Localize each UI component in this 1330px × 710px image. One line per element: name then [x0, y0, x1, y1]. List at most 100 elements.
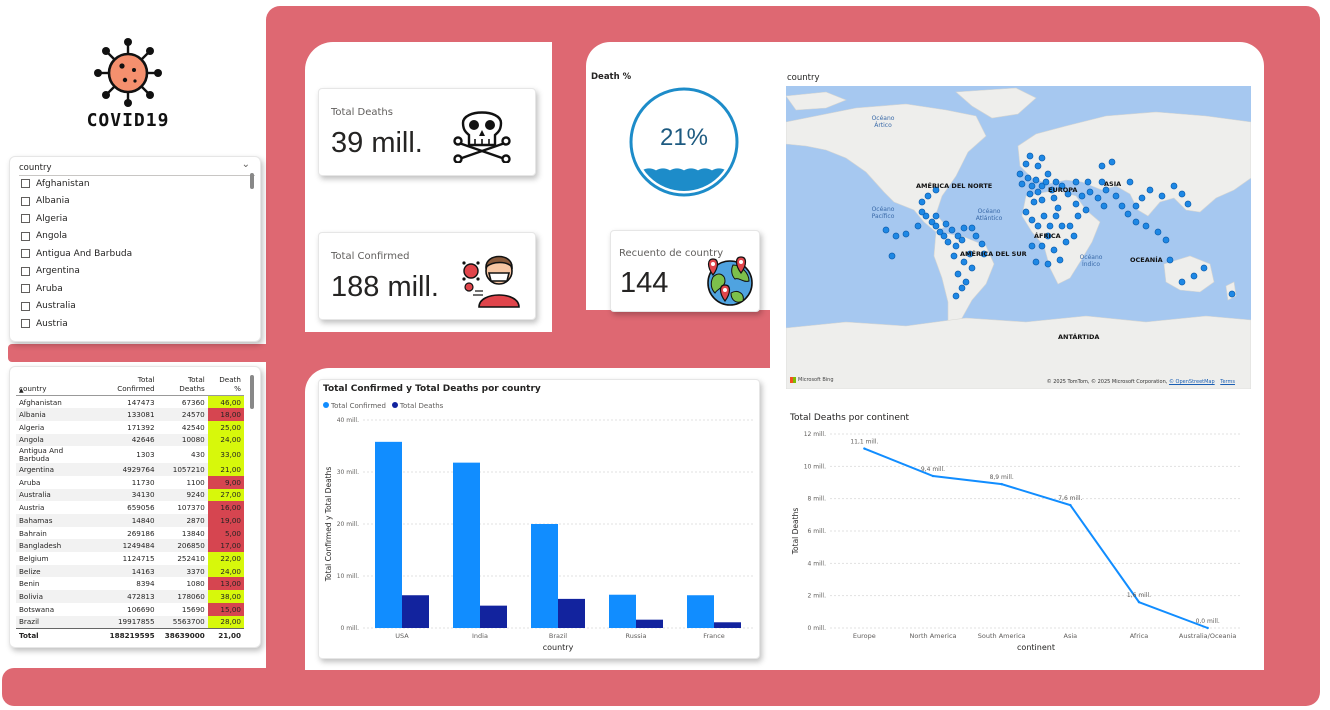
- table-row[interactable]: Brazil 19917855 5563700 28,00: [16, 615, 244, 629]
- map-point[interactable]: [954, 270, 962, 278]
- table-row[interactable]: Bangladesh 1249484 206850 17,00: [16, 539, 244, 553]
- map-point[interactable]: [1146, 186, 1154, 194]
- map-point[interactable]: [1032, 258, 1040, 266]
- map-point[interactable]: [1038, 196, 1046, 204]
- slicer-item[interactable]: Albania: [21, 193, 249, 211]
- table-row[interactable]: Angola 42646 10080 24,00: [16, 433, 244, 447]
- map-point[interactable]: [1072, 178, 1080, 186]
- map-point[interactable]: [952, 242, 960, 250]
- map-point[interactable]: [960, 258, 968, 266]
- slicer-item[interactable]: Aruba: [21, 280, 249, 298]
- table-row[interactable]: Bolivia 472813 178060 38,00: [16, 590, 244, 603]
- map-point[interactable]: [1142, 222, 1150, 230]
- table-row[interactable]: Bahamas 14840 2870 19,00: [16, 514, 244, 527]
- map-point[interactable]: [1118, 202, 1126, 210]
- map-point[interactable]: [968, 264, 976, 272]
- map-point[interactable]: [1178, 190, 1186, 198]
- checkbox[interactable]: [21, 231, 30, 241]
- column-header-country[interactable]: country: [16, 373, 97, 396]
- map-point[interactable]: [1038, 242, 1046, 250]
- table-row[interactable]: Albania 133081 24570 18,00: [16, 408, 244, 421]
- table-row[interactable]: Afghanistan 147473 67360 46,00: [16, 395, 244, 409]
- map-point[interactable]: [1028, 242, 1036, 250]
- map-point[interactable]: [1190, 272, 1198, 280]
- map-point[interactable]: [1022, 160, 1030, 168]
- slicer-list[interactable]: Afghanistan Albania Algeria Angola Antig…: [21, 175, 249, 339]
- map-point[interactable]: [1184, 200, 1192, 208]
- map-point[interactable]: [1200, 264, 1208, 272]
- map-point[interactable]: [978, 240, 986, 248]
- map-point[interactable]: [972, 232, 980, 240]
- slicer-scrollbar[interactable]: [250, 173, 254, 189]
- map-point[interactable]: [1038, 182, 1046, 190]
- map-point[interactable]: [958, 284, 966, 292]
- map-point[interactable]: [1098, 162, 1106, 170]
- map-point[interactable]: [1034, 188, 1042, 196]
- map-point[interactable]: [1108, 158, 1116, 166]
- map-point[interactable]: [922, 212, 930, 220]
- map-point[interactable]: [1138, 194, 1146, 202]
- map-point[interactable]: [1094, 194, 1102, 202]
- map-point[interactable]: [962, 278, 970, 286]
- map-point[interactable]: [1098, 178, 1106, 186]
- map-point[interactable]: [1056, 256, 1064, 264]
- map-point[interactable]: [902, 230, 910, 238]
- slicer-item[interactable]: Antigua And Barbuda: [21, 245, 249, 263]
- map-point[interactable]: [1028, 216, 1036, 224]
- table-row[interactable]: Austria 659056 107370 16,00: [16, 501, 244, 514]
- map-point[interactable]: [928, 218, 936, 226]
- map-point[interactable]: [1170, 182, 1178, 190]
- map-point[interactable]: [882, 226, 890, 234]
- map-point[interactable]: [944, 238, 952, 246]
- map-point[interactable]: [888, 252, 896, 260]
- map-point[interactable]: [980, 250, 988, 258]
- map-point[interactable]: [1024, 174, 1032, 182]
- map-point[interactable]: [1166, 256, 1174, 264]
- country-table[interactable]: country Total Confirmed Total Deaths Dea…: [9, 366, 261, 648]
- map-point[interactable]: [960, 224, 968, 232]
- map-graphic[interactable]: [786, 86, 1251, 389]
- chevron-down-icon[interactable]: ⌄: [241, 159, 250, 170]
- checkbox[interactable]: [21, 249, 30, 259]
- map-point[interactable]: [1028, 182, 1036, 190]
- table-row[interactable]: Benin 8394 1080 13,00: [16, 577, 244, 591]
- checkbox[interactable]: [21, 179, 30, 189]
- map-point[interactable]: [1048, 186, 1056, 194]
- slicer-item[interactable]: Australia: [21, 298, 249, 316]
- map-point[interactable]: [1034, 222, 1042, 230]
- map-point[interactable]: [1072, 200, 1080, 208]
- map-point[interactable]: [1038, 154, 1046, 162]
- map-point[interactable]: [936, 228, 944, 236]
- map-point[interactable]: [1158, 192, 1166, 200]
- checkbox[interactable]: [21, 266, 30, 276]
- map-point[interactable]: [1042, 178, 1050, 186]
- map-point[interactable]: [1082, 206, 1090, 214]
- map-point[interactable]: [1112, 192, 1120, 200]
- map-point[interactable]: [914, 222, 922, 230]
- map-point[interactable]: [1054, 204, 1062, 212]
- table-row[interactable]: Algeria 171392 42540 25,00: [16, 420, 244, 434]
- table-row[interactable]: Belize 14163 3370 24,00: [16, 564, 244, 578]
- column-header-confirmed[interactable]: Total Confirmed: [96, 373, 158, 396]
- map-point[interactable]: [1022, 208, 1030, 216]
- map-point[interactable]: [1026, 190, 1034, 198]
- table-row[interactable]: Aruba 11730 1100 9,00: [16, 475, 244, 489]
- slicer-item[interactable]: Argentina: [21, 263, 249, 281]
- map-point[interactable]: [1026, 152, 1034, 160]
- terms-link[interactable]: Terms: [1220, 379, 1235, 385]
- map-point[interactable]: [932, 212, 940, 220]
- country-slicer[interactable]: country ⌄ Afghanistan Albania Algeria An…: [9, 156, 261, 342]
- map-point[interactable]: [966, 250, 974, 258]
- slicer-item[interactable]: Algeria: [21, 210, 249, 228]
- table-row[interactable]: Australia 34130 9240 27,00: [16, 488, 244, 502]
- slicer-item[interactable]: Austria: [21, 315, 249, 333]
- map-point[interactable]: [918, 208, 926, 216]
- map-point[interactable]: [948, 226, 956, 234]
- map-point[interactable]: [892, 232, 900, 240]
- map-point[interactable]: [1050, 246, 1058, 254]
- map-point[interactable]: [1052, 178, 1060, 186]
- map-point[interactable]: [958, 236, 966, 244]
- map-dots[interactable]: [882, 152, 1236, 300]
- map-point[interactable]: [1044, 232, 1052, 240]
- map-point[interactable]: [1050, 194, 1058, 202]
